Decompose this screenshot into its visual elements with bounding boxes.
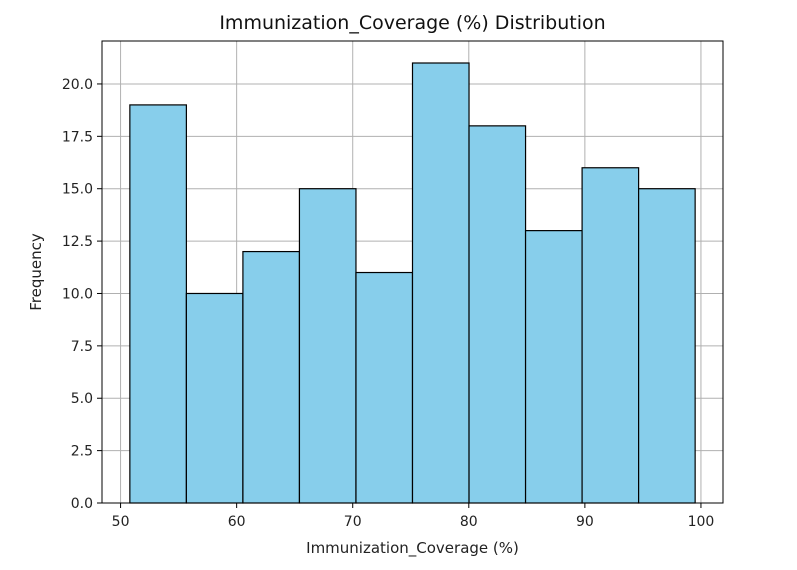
histogram-bar [524,230,583,504]
histogram-bar [468,125,527,504]
x-axis-ticks: 50 60 70 80 90 100 [112,503,715,530]
x-tick-label: 90 [576,514,594,530]
x-tick-label: 70 [344,514,362,530]
y-tick-label: 17.5 [62,129,93,145]
x-tick-label: 60 [228,514,246,530]
y-tick-label: 10.0 [62,286,93,302]
y-axis-ticks: 0.0 2.5 5.0 7.5 10.0 12.5 15.0 17.5 20.0 [62,77,102,512]
histogram-bar [638,188,696,504]
x-axis-label: Immunization_Coverage (%) [306,539,519,558]
y-tick-label: 7.5 [71,339,93,355]
y-tick-label: 0.0 [71,496,93,512]
y-tick-label: 2.5 [71,444,93,460]
histogram-bar [129,104,187,504]
x-tick-label: 50 [112,514,130,530]
axes-frame [101,40,724,504]
y-tick-label: 12.5 [62,234,93,250]
histogram-bar [355,271,414,504]
histogram-bars [129,62,696,504]
histogram-bar [581,167,640,504]
histogram-bar [185,292,244,504]
x-tick-label: 100 [688,514,715,530]
y-axis-label: Frequency [27,233,45,311]
histogram-bar [242,250,301,504]
y-tick-label: 20.0 [62,77,93,93]
x-tick-label: 80 [460,514,478,530]
chart-title: Immunization_Coverage (%) Distribution [219,12,605,34]
y-tick-label: 15.0 [62,182,93,198]
histogram-bar [298,188,357,504]
y-tick-label: 5.0 [71,391,93,407]
histogram-bar [411,62,470,504]
